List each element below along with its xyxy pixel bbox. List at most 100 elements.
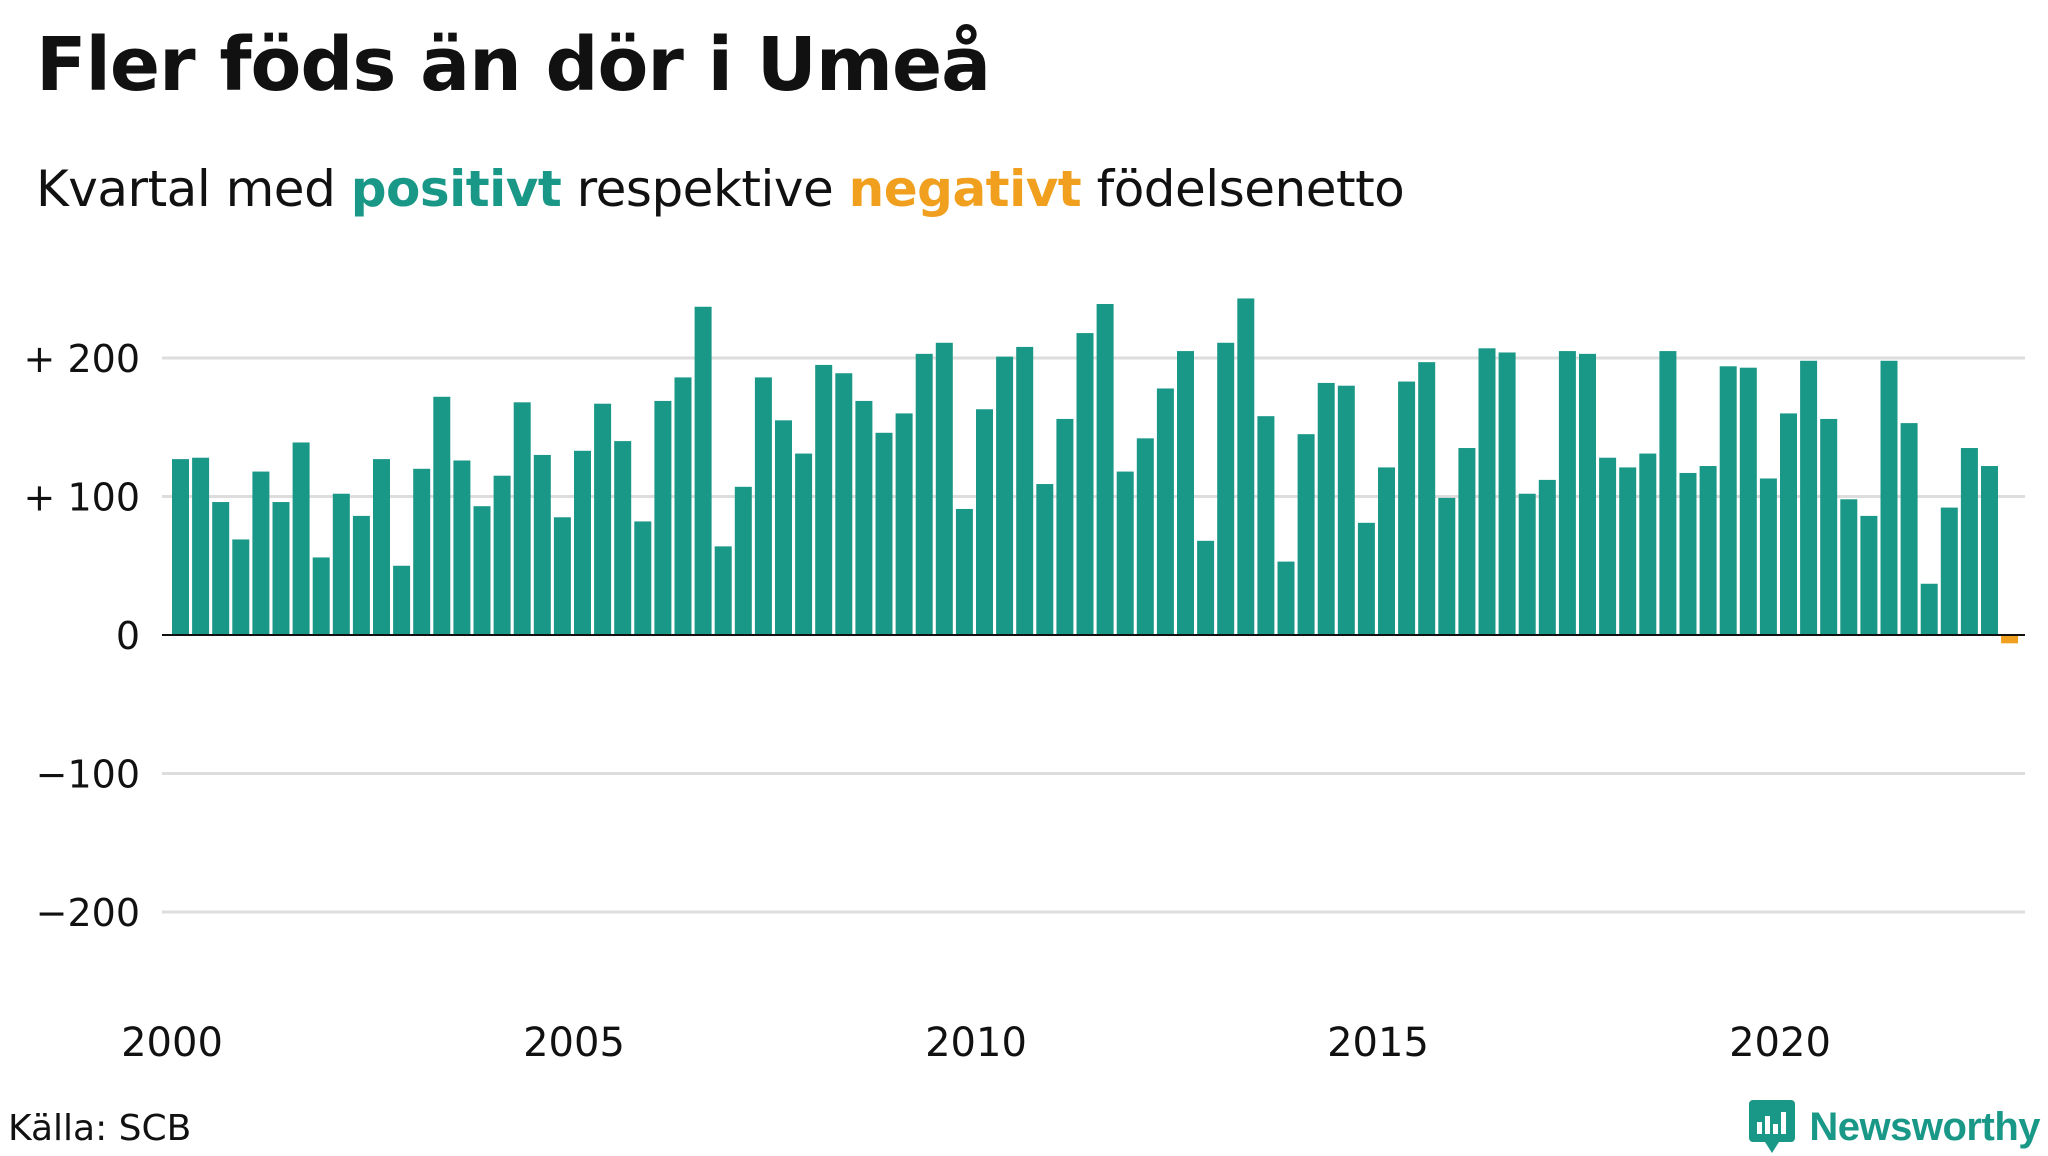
bar	[2001, 635, 2019, 644]
bar	[1317, 382, 1335, 635]
brand-logo: Newsworthy	[1747, 1098, 2040, 1156]
bar	[795, 453, 813, 635]
bar	[1277, 561, 1295, 635]
bar	[1096, 303, 1114, 635]
bar	[1056, 418, 1074, 635]
bar	[1518, 493, 1536, 635]
chart-subtitle: Kvartal med positivt respektive negativt…	[36, 160, 1405, 218]
bar	[1820, 418, 1838, 635]
bar	[1458, 448, 1476, 635]
bar	[1940, 507, 1958, 635]
bar	[1739, 367, 1757, 635]
bar	[1156, 388, 1174, 635]
bar	[292, 442, 310, 635]
subtitle-negative-label: negativt	[848, 160, 1082, 218]
bar	[1880, 360, 1898, 635]
bar	[232, 539, 250, 635]
bar	[1237, 298, 1255, 635]
bar	[1418, 362, 1436, 635]
bar	[835, 373, 853, 635]
bar	[1900, 423, 1918, 635]
bar	[574, 450, 591, 635]
bar	[1579, 353, 1596, 635]
bar	[433, 396, 451, 635]
y-tick-label: 0	[116, 614, 140, 658]
bar	[754, 377, 772, 635]
bar	[172, 459, 189, 635]
source-note: Källa: SCB	[8, 1108, 192, 1149]
bar	[1217, 342, 1235, 635]
bar	[252, 471, 270, 635]
axes: + 200 + 100 0 −100 −200 2000 2005 2010 2015 2020	[24, 337, 2025, 1066]
bar	[1659, 351, 1677, 635]
bar	[1960, 448, 1978, 635]
bar	[1337, 385, 1355, 635]
subtitle-text-2: respektive	[561, 160, 849, 218]
bar	[1197, 540, 1215, 635]
bar	[1136, 438, 1154, 635]
bar	[332, 493, 350, 635]
bar	[473, 506, 491, 635]
bar	[1357, 522, 1375, 635]
bar	[955, 508, 973, 635]
bar	[654, 400, 672, 635]
bar	[734, 486, 752, 635]
bar	[674, 377, 692, 635]
newsworthy-logo-icon	[1749, 1100, 1796, 1153]
bar	[1016, 346, 1034, 635]
bar	[1558, 351, 1576, 635]
bar	[935, 342, 953, 635]
bar	[976, 409, 993, 635]
bar	[1599, 457, 1617, 635]
bar	[1679, 472, 1697, 635]
bar	[1759, 478, 1777, 635]
x-tick-label: 2010	[925, 1020, 1027, 1066]
bar	[1699, 466, 1717, 635]
bar	[1719, 366, 1737, 635]
bar	[1619, 467, 1637, 635]
bar	[393, 565, 411, 635]
bar	[212, 502, 230, 635]
bar	[352, 515, 370, 635]
bar	[453, 460, 471, 635]
x-tick-label: 2005	[523, 1020, 625, 1066]
bar	[513, 402, 531, 635]
bar	[272, 502, 290, 635]
bar	[1780, 413, 1797, 635]
bar	[493, 475, 511, 635]
bar	[1438, 497, 1456, 635]
x-tick-label: 2020	[1729, 1020, 1831, 1066]
bar	[192, 457, 210, 635]
bar	[855, 400, 873, 635]
bar	[373, 459, 390, 635]
bar	[1297, 434, 1315, 635]
y-tick-label: −100	[36, 753, 140, 797]
bar	[1257, 416, 1275, 635]
bar	[533, 454, 551, 635]
bar	[1639, 453, 1657, 635]
bar	[1498, 352, 1516, 635]
bar	[815, 364, 833, 635]
bar-chart: + 200 + 100 0 −100 −200 2000 2005 2010 2015 2020	[24, 298, 2025, 1066]
subtitle-text-1: Kvartal med	[36, 160, 351, 218]
y-tick-label: + 200	[24, 337, 140, 381]
bar	[312, 557, 330, 635]
bar	[553, 517, 571, 635]
bar	[895, 413, 913, 635]
y-tick-label: −200	[36, 891, 140, 935]
bar	[1036, 484, 1054, 635]
bars	[172, 298, 2019, 644]
bar	[1398, 381, 1416, 635]
bar	[614, 441, 632, 635]
bar	[875, 432, 893, 635]
bar	[915, 353, 933, 635]
bar	[634, 521, 652, 635]
bar	[775, 420, 792, 635]
chart-title: Fler föds än dör i Umeå	[36, 22, 991, 108]
bar	[1478, 348, 1496, 635]
bar	[1538, 479, 1556, 635]
bar	[1116, 471, 1134, 635]
bar	[1800, 360, 1818, 635]
bar	[413, 468, 431, 635]
bar	[1920, 583, 1938, 635]
